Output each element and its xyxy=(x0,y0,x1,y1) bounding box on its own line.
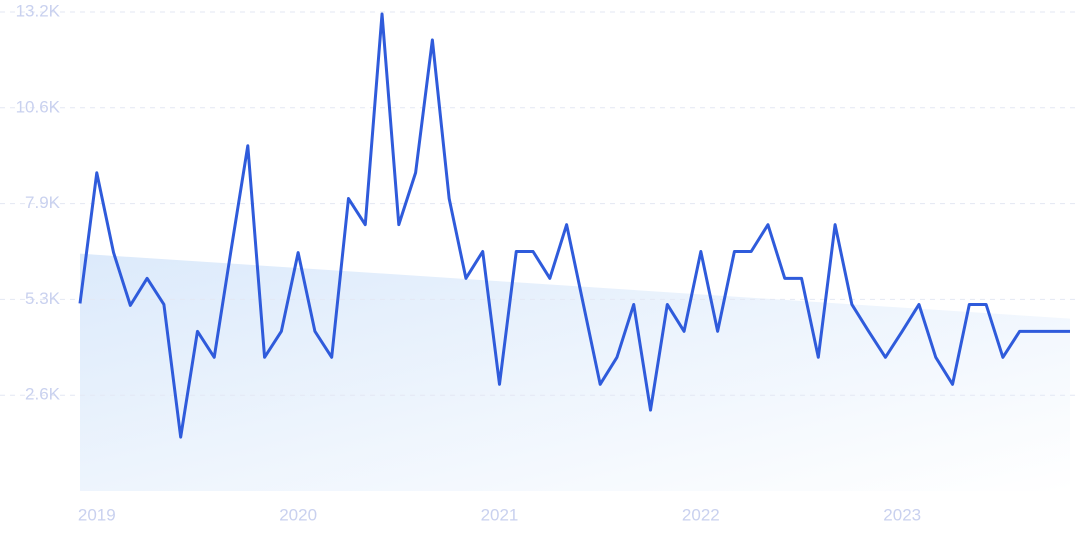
data-line xyxy=(78,12,1070,439)
x-tick-label: 2021 xyxy=(481,505,519,524)
y-tick-label: 5.3K xyxy=(25,289,61,308)
x-tick-label: 2020 xyxy=(279,505,317,524)
y-tick-label: 7.9K xyxy=(25,193,61,212)
trend-area xyxy=(80,253,1070,491)
x-tick-label: 2019 xyxy=(78,505,116,524)
x-tick-label: 2023 xyxy=(883,505,921,524)
y-tick-label: 13.2K xyxy=(16,1,61,20)
y-tick-label: 10.6K xyxy=(16,97,61,116)
x-tick-label: 2022 xyxy=(682,505,720,524)
y-tick-label: 2.6K xyxy=(25,385,61,404)
